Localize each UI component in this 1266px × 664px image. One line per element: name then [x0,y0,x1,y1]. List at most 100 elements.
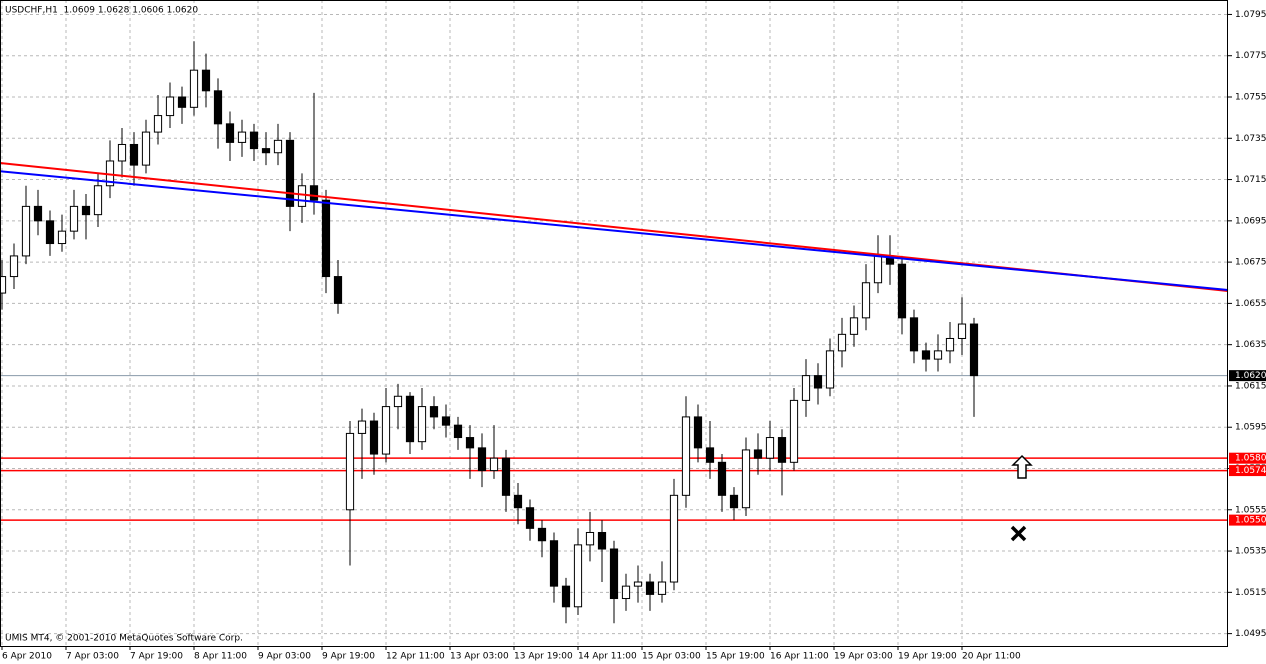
candle-body [429,406,439,418]
candle-body [825,350,835,389]
current-price-box [1229,370,1266,382]
candle-body [477,447,487,472]
plot-border [0,0,1228,647]
candle-body [585,531,595,546]
candle-body [369,420,379,455]
x-tick-label: 13 Apr 03:00 [450,652,509,662]
x-tick-label: 9 Apr 03:00 [258,652,311,662]
candle-body [297,185,307,207]
x-tick-label: 15 Apr 19:00 [706,652,765,662]
candle-body [489,457,499,472]
y-tick-label: 1.0675 [1235,258,1266,268]
candle-body [969,323,979,377]
candle-body [285,139,295,207]
y-tick-label: 1.0595 [1235,423,1266,433]
candle-body [741,449,751,509]
candle-body [849,317,859,335]
candle-body [801,375,811,401]
candle-body [405,395,415,443]
footer: UMIS MT4, © 2001-2010 MetaQuotes Softwar… [5,634,243,644]
candle-body [873,255,883,284]
candle-body [177,96,187,108]
candle-body [417,406,427,443]
candle-body [945,337,955,352]
level-label: 1.0580 [1235,454,1266,464]
candle-body [309,185,319,201]
candle-body [861,282,871,319]
candle-body [681,416,691,496]
candle-body [9,255,19,278]
candle-body [561,585,571,608]
candle-body [897,263,907,319]
candle-body [573,544,583,608]
candle-body [249,131,259,150]
candle-body [837,333,847,352]
candle-body [669,494,679,583]
x-tick-label: 7 Apr 03:00 [66,652,119,662]
x-tick-label: 7 Apr 19:00 [130,652,183,662]
candle-body [501,457,511,496]
y-tick-label: 1.0515 [1235,588,1266,598]
candle-body [705,447,715,463]
level-label: 1.0574 [1235,466,1266,476]
y-tick-label: 1.0735 [1235,134,1266,144]
x-tick-label: 9 Apr 19:00 [322,652,375,662]
chart-title: USDCHF,H1 1.0609 1.0628 1.0606 1.0620 [5,6,198,16]
candle-body [201,69,211,92]
candle-body [909,317,919,352]
y-tick-label: 1.0635 [1235,340,1266,350]
candle-body [813,375,823,389]
x-tick-label: 16 Apr 11:00 [770,652,829,662]
candle-body [933,350,943,360]
candle-body [441,416,451,426]
y-tick-label: 1.0655 [1235,299,1266,309]
y-tick-label: 1.0535 [1235,547,1266,557]
candle-body [69,205,79,232]
candle-body [777,437,787,463]
x-tick-label: 19 Apr 19:00 [898,652,957,662]
candle-body [81,205,91,216]
candle-body [117,143,127,162]
candle-body [165,96,175,117]
y-tick-label: 1.0555 [1235,505,1266,515]
candle-body [345,432,355,511]
x-tick-label: 15 Apr 03:00 [642,652,701,662]
candle-body [273,139,283,154]
candle-body [225,123,235,143]
candle-body [129,143,139,166]
candle-body [381,406,391,455]
candle-body [261,148,271,154]
candle-body [789,399,799,463]
candle-body [717,461,727,496]
candle-body [333,276,343,304]
candle-body [597,531,607,550]
candle-body [693,416,703,449]
candle-body [957,323,967,339]
candle-body [153,115,163,133]
current-price-label: 1.0620 [1235,371,1266,381]
x-tick-label: 8 Apr 11:00 [194,652,247,662]
x-tick-label: 12 Apr 11:00 [386,652,445,662]
trend-line [0,170,1229,291]
candle-body [321,199,331,278]
candle-body [93,185,103,216]
candle-body [513,494,523,509]
x-tick-label: 14 Apr 11:00 [578,652,637,662]
candle-body [921,350,931,360]
x-tick-label: 20 Apr 11:00 [962,652,1021,662]
x-tick-label: 13 Apr 19:00 [514,652,573,662]
candle-body [765,437,775,459]
y-tick-label: 1.0495 [1235,629,1266,639]
candle-body [537,527,547,542]
y-tick-label: 1.0795 [1235,10,1266,20]
x-tick-label: 6 Apr 2010 [2,652,52,662]
candle-body [357,420,367,434]
level-label: 1.0550 [1235,516,1266,526]
stop-cross [1010,525,1027,542]
candle-body [213,90,223,125]
level-label-box [1229,465,1266,477]
candle-body [465,437,475,449]
candle-body [21,205,31,257]
